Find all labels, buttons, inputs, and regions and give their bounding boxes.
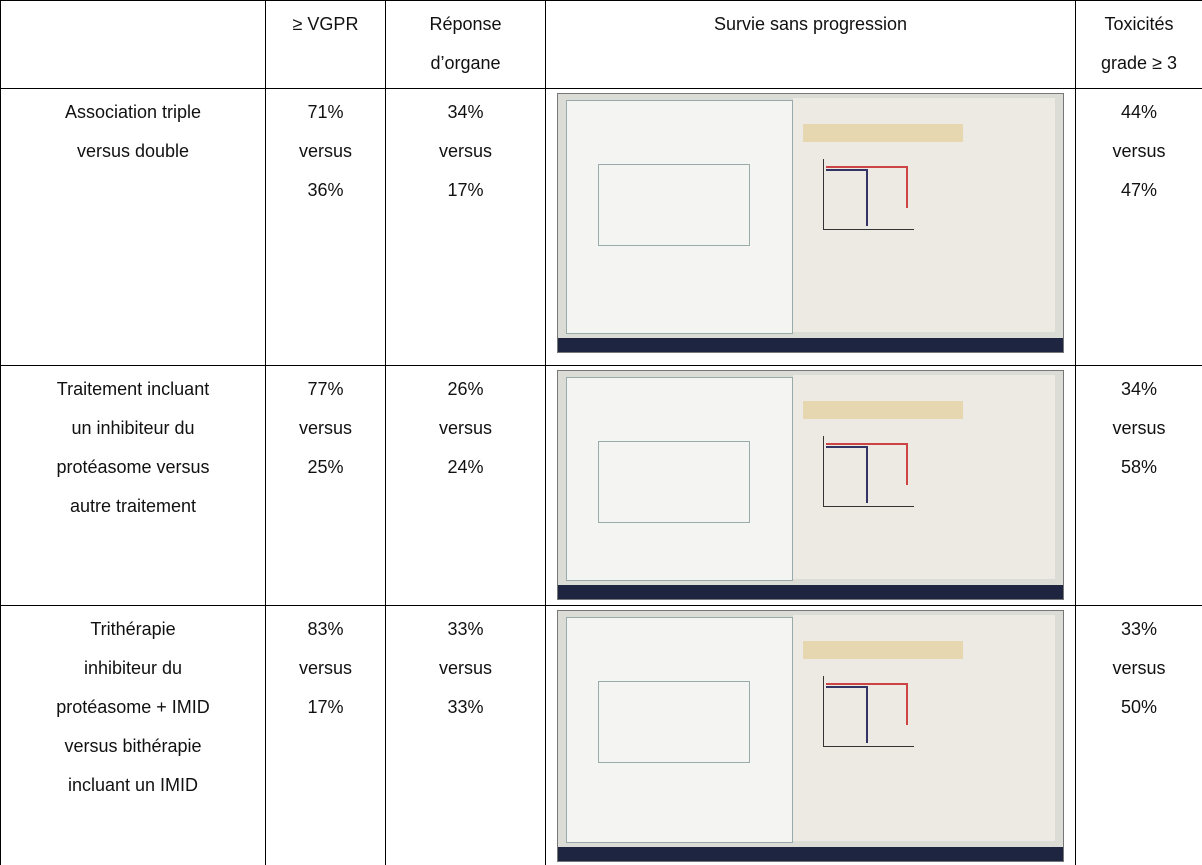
screenshot-photo — [557, 93, 1064, 353]
header-cell: Toxicités grade ≥ 3 — [1075, 0, 1202, 89]
photo-shape — [598, 441, 750, 523]
cell-line: 58% — [1120, 457, 1158, 477]
photo-shape — [598, 681, 750, 763]
photo-shape — [803, 641, 963, 659]
value-cell: 34% versus 58% — [1075, 365, 1202, 606]
value-cell: 33% versus 50% — [1075, 605, 1202, 865]
table-row: Association triple versus double 71% versus… — [0, 88, 1202, 366]
cell-line: 33% — [447, 697, 484, 717]
label-cell: Association triple versus double — [0, 88, 266, 366]
value-cell: 71% versus 36% — [265, 88, 386, 366]
photo-shape — [826, 686, 868, 743]
value-cell: 33% versus 33% — [385, 605, 546, 865]
cell-line: inhibiteur du — [83, 658, 183, 678]
cell-line: versus — [298, 141, 352, 161]
cell-line: grade ≥ 3 — [1101, 53, 1177, 73]
header-cell: ≥ VGPR — [265, 0, 386, 89]
photo-shape — [803, 124, 963, 142]
taskbar — [558, 338, 1063, 352]
screenshot-photo — [557, 370, 1064, 600]
photo-shape — [826, 443, 908, 485]
cell-line: 17% — [447, 180, 484, 200]
value-cell: 44% versus 47% — [1075, 88, 1202, 366]
value-cell: 26% versus 24% — [385, 365, 546, 606]
cell-line: versus double — [76, 141, 190, 161]
cell-line: Traitement incluant — [56, 379, 210, 399]
cell-line: 34% — [447, 102, 484, 122]
photo-cell — [545, 605, 1076, 865]
cell-line: versus — [298, 658, 352, 678]
photo-shape — [826, 166, 908, 208]
cell-line: Association triple — [64, 102, 202, 122]
photo-shape — [826, 683, 908, 725]
cell-line: 83% — [307, 619, 344, 639]
cell-line: Trithérapie — [90, 619, 176, 639]
cell-line: 25% — [307, 457, 344, 477]
photo-shape — [826, 169, 868, 226]
photo-shape — [823, 159, 914, 230]
header-row: ≥ VGPR Réponse d’organe Survie sans progres… — [0, 0, 1202, 89]
cell-line: versus — [1112, 418, 1166, 438]
photo-shape — [598, 164, 750, 246]
screenshot-photo — [557, 610, 1064, 862]
cell-line: versus — [1112, 141, 1166, 161]
table-row: Traitement incluant un inhibiteur du proté… — [0, 365, 1202, 606]
cell-line: 33% — [1120, 619, 1158, 639]
cell-line: protéasome + IMID — [56, 697, 210, 717]
cell-line: 77% — [307, 379, 344, 399]
photo-cell — [545, 88, 1076, 366]
cell-line: 71% — [307, 102, 344, 122]
cell-line: 26% — [447, 379, 484, 399]
cell-line: autre traitement — [69, 496, 197, 516]
cell-line: 34% — [1120, 379, 1158, 399]
cell-line: 50% — [1120, 697, 1158, 717]
header-cell: Réponse d’organe — [385, 0, 546, 89]
cell-line: versus — [438, 141, 492, 161]
photo-shape — [823, 676, 914, 747]
photo-shape — [826, 446, 868, 503]
cell-line: 36% — [307, 180, 344, 200]
cell-line: ≥ VGPR — [292, 14, 359, 34]
photo-shape — [823, 436, 914, 507]
cell-line: un inhibiteur du — [71, 418, 195, 438]
cell-line: incluant un IMID — [67, 775, 199, 795]
cell-line: Réponse — [429, 14, 502, 34]
table-row: Trithérapie inhibiteur du protéasome + IMI… — [0, 605, 1202, 865]
cell-line: versus — [1112, 658, 1166, 678]
cell-line: Survie sans progression — [713, 14, 908, 34]
header-cell: Survie sans progression — [545, 0, 1076, 89]
header-cell — [0, 0, 266, 89]
cell-line: 24% — [447, 457, 484, 477]
cell-line: versus — [298, 418, 352, 438]
photo-cell — [545, 365, 1076, 606]
cell-line: versus — [438, 658, 492, 678]
value-cell: 34% versus 17% — [385, 88, 546, 366]
cell-line: Toxicités — [1104, 14, 1174, 34]
label-cell: Traitement incluant un inhibiteur du proté… — [0, 365, 266, 606]
value-cell: 83% versus 17% — [265, 605, 386, 865]
photo-shape — [803, 401, 963, 419]
taskbar — [558, 847, 1063, 861]
label-cell: Trithérapie inhibiteur du protéasome + IMI… — [0, 605, 266, 865]
cell-line: d’organe — [430, 53, 501, 73]
taskbar — [558, 585, 1063, 599]
cell-line: 44% — [1120, 102, 1158, 122]
cell-line: 33% — [447, 619, 484, 639]
cell-line: 17% — [307, 697, 344, 717]
cell-line: 47% — [1120, 180, 1158, 200]
value-cell: 77% versus 25% — [265, 365, 386, 606]
cell-line: versus bithérapie — [64, 736, 202, 756]
cell-line: protéasome versus — [56, 457, 210, 477]
cell-line: versus — [438, 418, 492, 438]
